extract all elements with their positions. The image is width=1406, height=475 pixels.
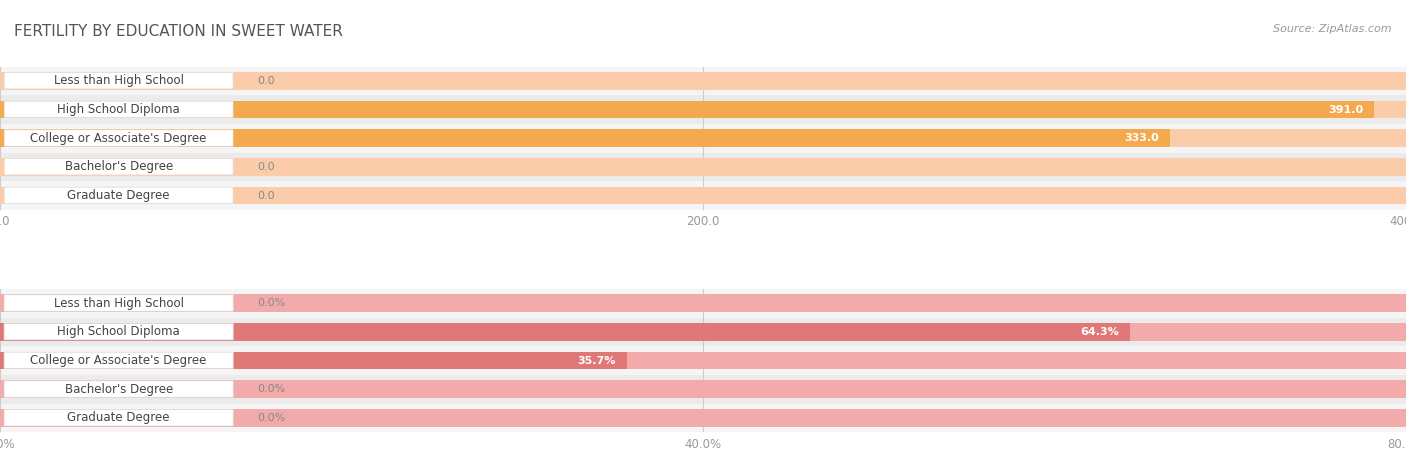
- Text: Graduate Degree: Graduate Degree: [67, 189, 170, 202]
- Bar: [0, 294, 1406, 312]
- Text: High School Diploma: High School Diploma: [58, 103, 180, 116]
- Bar: [0, 317, 1406, 346]
- Text: Graduate Degree: Graduate Degree: [67, 411, 170, 424]
- Text: Source: ZipAtlas.com: Source: ZipAtlas.com: [1274, 24, 1392, 34]
- Bar: [0, 375, 1406, 404]
- Text: High School Diploma: High School Diploma: [58, 325, 180, 338]
- Bar: [0, 380, 1406, 398]
- FancyBboxPatch shape: [4, 101, 233, 118]
- FancyBboxPatch shape: [4, 187, 233, 204]
- Text: 0.0: 0.0: [257, 162, 276, 172]
- Text: 0.0: 0.0: [257, 190, 276, 200]
- Text: 0.0%: 0.0%: [257, 384, 285, 394]
- FancyBboxPatch shape: [4, 159, 233, 175]
- Bar: [0, 66, 1406, 95]
- FancyBboxPatch shape: [4, 323, 233, 340]
- Bar: [0, 352, 627, 370]
- Bar: [0, 124, 1406, 152]
- Text: Less than High School: Less than High School: [53, 75, 184, 87]
- FancyBboxPatch shape: [4, 72, 233, 89]
- Text: College or Associate's Degree: College or Associate's Degree: [31, 354, 207, 367]
- Bar: [0, 404, 1406, 432]
- Text: College or Associate's Degree: College or Associate's Degree: [31, 132, 207, 145]
- Bar: [0, 409, 1406, 427]
- FancyBboxPatch shape: [4, 381, 233, 397]
- Text: 333.0: 333.0: [1125, 133, 1160, 143]
- Bar: [0, 187, 1406, 204]
- Bar: [0, 129, 1406, 147]
- Text: 391.0: 391.0: [1329, 104, 1364, 114]
- FancyBboxPatch shape: [4, 130, 233, 146]
- Text: Bachelor's Degree: Bachelor's Degree: [65, 383, 173, 396]
- Bar: [0, 158, 1406, 176]
- Text: 0.0%: 0.0%: [257, 298, 285, 308]
- Bar: [0, 352, 1406, 370]
- Bar: [0, 72, 1406, 90]
- Text: 35.7%: 35.7%: [578, 355, 616, 366]
- Text: 0.0: 0.0: [257, 76, 276, 86]
- Text: Bachelor's Degree: Bachelor's Degree: [65, 161, 173, 173]
- Bar: [0, 101, 1375, 118]
- Bar: [0, 289, 1406, 317]
- Bar: [0, 101, 1406, 118]
- Bar: [0, 181, 1406, 210]
- Bar: [0, 323, 1130, 341]
- Text: 64.3%: 64.3%: [1080, 327, 1119, 337]
- FancyBboxPatch shape: [4, 352, 233, 369]
- Bar: [0, 152, 1406, 181]
- Bar: [0, 346, 1406, 375]
- Text: FERTILITY BY EDUCATION IN SWEET WATER: FERTILITY BY EDUCATION IN SWEET WATER: [14, 24, 343, 39]
- FancyBboxPatch shape: [4, 409, 233, 426]
- Text: 0.0%: 0.0%: [257, 413, 285, 423]
- FancyBboxPatch shape: [4, 295, 233, 311]
- Bar: [0, 129, 1171, 147]
- Bar: [0, 95, 1406, 124]
- Text: Less than High School: Less than High School: [53, 297, 184, 310]
- Bar: [0, 323, 1406, 341]
